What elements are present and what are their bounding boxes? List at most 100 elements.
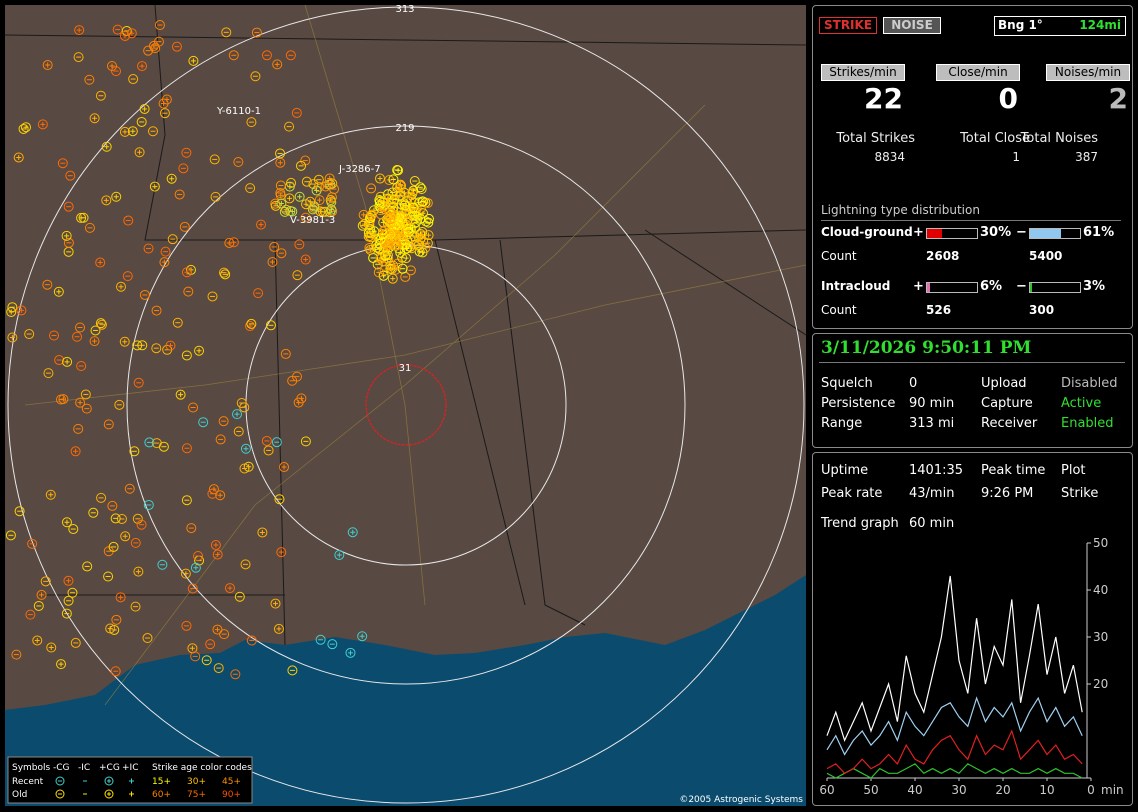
storm-label: J-3286-7 bbox=[338, 164, 381, 175]
strike-symbol bbox=[300, 436, 311, 447]
strike-symbol bbox=[9, 335, 15, 341]
strike-symbol bbox=[388, 174, 399, 185]
strike-symbol bbox=[275, 148, 286, 159]
rate-label: Close/min bbox=[936, 64, 1020, 81]
strike-symbol bbox=[278, 201, 284, 207]
strike-symbol bbox=[128, 74, 139, 85]
strike-symbol bbox=[207, 291, 218, 302]
strike-symbol bbox=[73, 52, 84, 63]
legend-text: +CG bbox=[99, 763, 120, 773]
strike-symbol bbox=[405, 265, 416, 276]
pct-bar-frame bbox=[1029, 228, 1081, 239]
strike-symbol bbox=[63, 201, 74, 212]
strike-symbol bbox=[423, 217, 434, 228]
strike-symbol bbox=[336, 552, 342, 558]
strike-symbol bbox=[221, 27, 232, 38]
strike-symbol bbox=[5, 530, 16, 541]
strike-symbol bbox=[76, 27, 82, 33]
strike-symbol bbox=[246, 318, 257, 329]
strike-symbol bbox=[255, 219, 266, 230]
strike-symbol bbox=[399, 200, 410, 211]
strike-symbol bbox=[375, 202, 386, 213]
strike-symbol bbox=[386, 212, 397, 223]
pct-label: 61% bbox=[1083, 225, 1115, 240]
strike-symbol bbox=[21, 122, 32, 133]
legend: Symbols -CG -IC +CG +IC Strike age color… bbox=[7, 756, 253, 804]
strike-symbol bbox=[270, 598, 281, 609]
strike-symbol bbox=[107, 625, 113, 631]
strike-symbol bbox=[130, 128, 136, 134]
pct-label: 30% bbox=[980, 225, 1012, 240]
strike-symbol bbox=[239, 402, 250, 413]
strike-symbol bbox=[61, 230, 72, 241]
strike-symbol bbox=[219, 629, 230, 640]
strike-symbol bbox=[181, 443, 192, 454]
strike-symbol bbox=[275, 180, 286, 191]
status-cell: 313 mi bbox=[909, 416, 955, 431]
strike-symbol bbox=[301, 176, 312, 187]
strike-symbol bbox=[172, 317, 183, 328]
strike-symbol bbox=[92, 115, 98, 121]
strike-symbol bbox=[253, 288, 264, 299]
x-tick-label: 0 bbox=[1087, 783, 1095, 797]
strike-symbol bbox=[104, 144, 110, 150]
strike-symbol bbox=[25, 609, 36, 620]
strike-symbol bbox=[329, 184, 340, 195]
y-tick-label: 40 bbox=[1093, 583, 1108, 597]
status-cell: Range bbox=[821, 416, 863, 431]
strike-symbol bbox=[49, 330, 60, 341]
legend-text: 90+ bbox=[222, 790, 241, 800]
strike-symbol bbox=[326, 204, 337, 215]
strike-symbol bbox=[106, 61, 117, 72]
strike-symbol bbox=[149, 181, 160, 192]
rate-value: 2 bbox=[1108, 82, 1128, 115]
strike-symbol bbox=[407, 210, 418, 221]
strike-symbol bbox=[276, 626, 282, 632]
strike-symbol bbox=[189, 645, 195, 651]
strike-symbol bbox=[118, 284, 124, 290]
strike-symbol bbox=[361, 212, 367, 218]
strike-symbol bbox=[161, 259, 167, 265]
strike-symbol bbox=[11, 649, 22, 660]
strike-symbol bbox=[375, 191, 386, 202]
strike-symbol bbox=[276, 248, 287, 259]
legend-text: 30+ bbox=[187, 777, 206, 787]
strike-symbol bbox=[347, 650, 353, 656]
separator bbox=[819, 362, 1125, 363]
bearing-box: Bng 1° 124mi bbox=[994, 16, 1126, 36]
strike-symbol bbox=[137, 61, 148, 72]
strike-symbol bbox=[217, 492, 223, 498]
strike-symbol bbox=[70, 637, 81, 648]
strike-symbol bbox=[233, 156, 244, 167]
strike-symbol bbox=[210, 540, 221, 551]
strike-symbol bbox=[210, 191, 221, 202]
strike-symbol bbox=[394, 223, 400, 229]
strike-symbol bbox=[74, 25, 85, 36]
strike-symbol bbox=[417, 231, 423, 237]
noise-button[interactable]: NOISE bbox=[883, 17, 941, 34]
strike-symbol bbox=[327, 178, 338, 189]
strike-symbol bbox=[23, 124, 29, 130]
strike-symbol bbox=[190, 562, 201, 573]
strike-symbol bbox=[130, 537, 141, 548]
stat-cell: Peak time bbox=[981, 463, 1046, 478]
strike-symbol bbox=[377, 176, 383, 182]
strike-symbol bbox=[119, 126, 130, 137]
strike-symbol bbox=[122, 129, 128, 135]
strike-button[interactable]: STRIKE bbox=[819, 17, 877, 34]
strike-symbol bbox=[64, 359, 70, 365]
strike-symbol bbox=[267, 256, 278, 267]
strike-symbol bbox=[181, 620, 192, 631]
strike-symbol bbox=[40, 576, 51, 587]
strike-symbol bbox=[296, 393, 307, 404]
strike-symbol bbox=[32, 635, 43, 646]
strike-symbol bbox=[212, 624, 223, 635]
strike-symbol bbox=[283, 207, 289, 213]
strike-symbol bbox=[374, 244, 385, 255]
strike-symbol bbox=[240, 559, 251, 570]
strike-symbol bbox=[212, 549, 223, 560]
strike-symbol bbox=[187, 583, 198, 594]
strike-symbol bbox=[194, 345, 205, 356]
strike-symbol bbox=[276, 547, 287, 558]
strike-symbol bbox=[374, 173, 385, 184]
